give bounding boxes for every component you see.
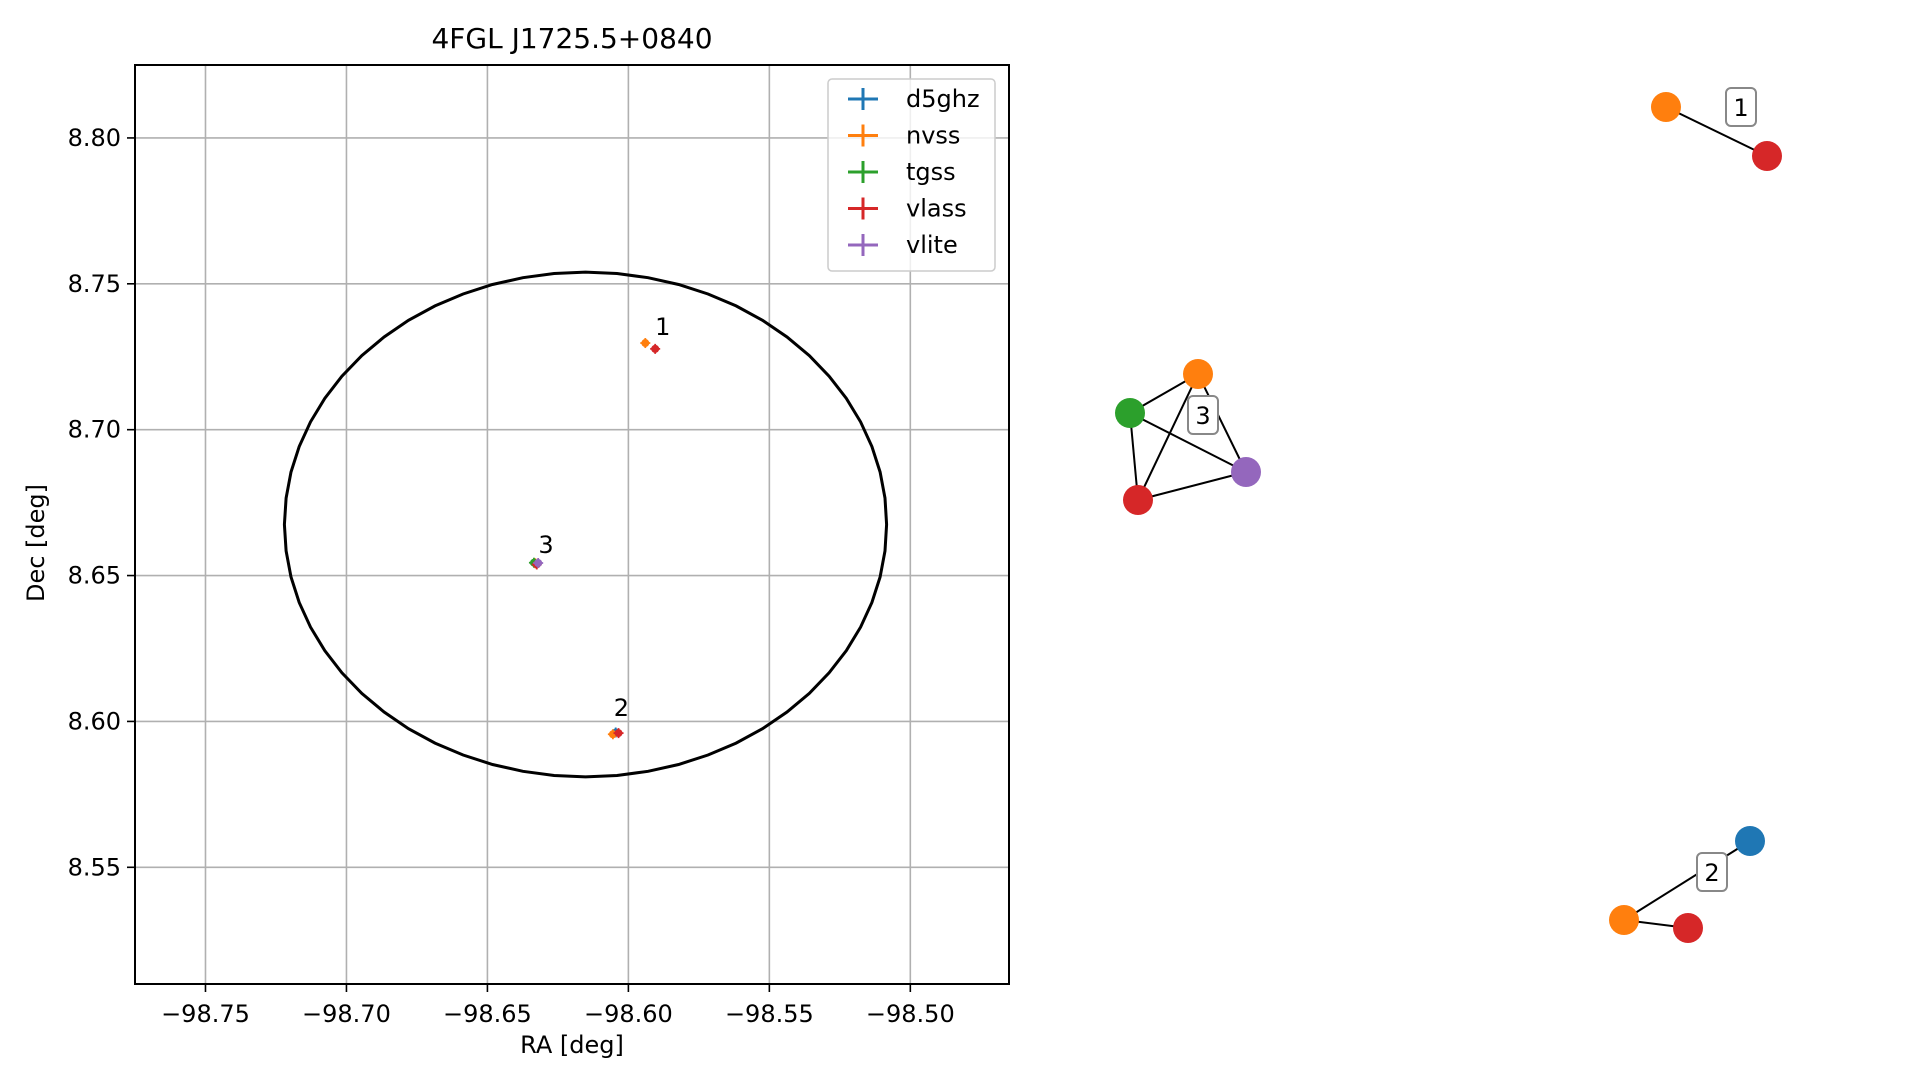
source-group-3: 3	[1115, 359, 1261, 515]
graph-node-nvss	[1651, 92, 1681, 122]
error-ellipse-layer	[282, 270, 889, 779]
graph-label: 2	[1704, 859, 1719, 887]
x-tick-label: −98.65	[443, 1000, 532, 1028]
legend-label: tgss	[906, 158, 956, 186]
graph-edge	[1623, 840, 1751, 921]
graph-label-box	[1187, 395, 1219, 435]
data-points	[528, 338, 661, 740]
scatter-panel: 4FGL J1725.5+0840 RA [deg] Dec [deg] 1 2 3…	[22, 22, 1010, 1059]
legend-item-tgss: tgss	[848, 158, 956, 186]
graph-label: 1	[1733, 94, 1748, 122]
network-graph-panel: 1 2 3	[1115, 87, 1782, 943]
graph-node-vlite	[1231, 457, 1261, 487]
legend-label: d5ghz	[906, 85, 980, 113]
x-tick-label: −98.75	[161, 1000, 250, 1028]
x-tick-label: −98.50	[866, 1000, 955, 1028]
source-group-2: 2	[1609, 826, 1765, 943]
x-tick-label: −98.70	[302, 1000, 391, 1028]
legend-item-d5ghz: d5ghz	[848, 85, 980, 113]
cluster-label-2: 2	[614, 694, 629, 722]
error-ellipse	[282, 270, 889, 779]
graph-edge	[1137, 471, 1247, 501]
graph-label-box	[1725, 87, 1757, 127]
y-tick-label: 8.70	[68, 416, 121, 444]
axes-frame	[134, 64, 1010, 985]
legend-label: vlass	[906, 195, 967, 223]
graph-node-vlass	[1752, 141, 1782, 171]
y-tick-label: 8.60	[68, 707, 121, 735]
legend-item-vlite: vlite	[848, 231, 958, 259]
point-vlass	[613, 728, 624, 739]
y-tick-label: 8.80	[68, 124, 121, 152]
graph-edge	[1665, 106, 1768, 157]
axis-ticks: −98.75 −98.70 −98.65 −98.60 −98.55 −98.50 8.55…	[68, 124, 955, 1028]
graph-edge	[1197, 373, 1247, 473]
legend-label: vlite	[906, 231, 958, 259]
cluster-label-1: 1	[655, 313, 670, 341]
y-tick-label: 8.65	[68, 562, 121, 590]
graph-edge	[1137, 373, 1199, 501]
legend-box	[827, 78, 996, 272]
y-axis-label: Dec [deg]	[22, 484, 50, 602]
legend: d5ghz nvss tgss vlass vlite	[827, 78, 996, 272]
x-tick-label: −98.55	[725, 1000, 814, 1028]
source-group-1: 1	[1651, 87, 1782, 171]
graph-node-nvss	[1183, 359, 1213, 389]
x-tick-label: −98.60	[584, 1000, 673, 1028]
graph-node-nvss	[1609, 905, 1639, 935]
cluster-label-3: 3	[538, 531, 553, 559]
x-axis-label: RA [deg]	[520, 1031, 624, 1059]
chart-title: 4FGL J1725.5+0840	[431, 22, 712, 55]
y-tick-label: 8.75	[68, 270, 121, 298]
point-annotations: 1 2 3	[538, 313, 670, 722]
graph-label-box	[1696, 852, 1728, 892]
graph-label: 3	[1195, 402, 1210, 430]
point-nvss	[640, 338, 651, 349]
graph-edge	[1129, 412, 1247, 473]
legend-item-nvss: nvss	[848, 122, 960, 150]
legend-item-vlass: vlass	[848, 195, 967, 223]
graph-node-tgss	[1115, 398, 1145, 428]
graph-node-vlass	[1673, 913, 1703, 943]
graph-node-d5ghz	[1735, 826, 1765, 856]
graph-node-vlass	[1123, 485, 1153, 515]
point-vlite	[533, 558, 544, 569]
legend-label: nvss	[906, 122, 960, 150]
y-tick-label: 8.55	[68, 853, 121, 881]
point-vlass	[650, 343, 661, 354]
